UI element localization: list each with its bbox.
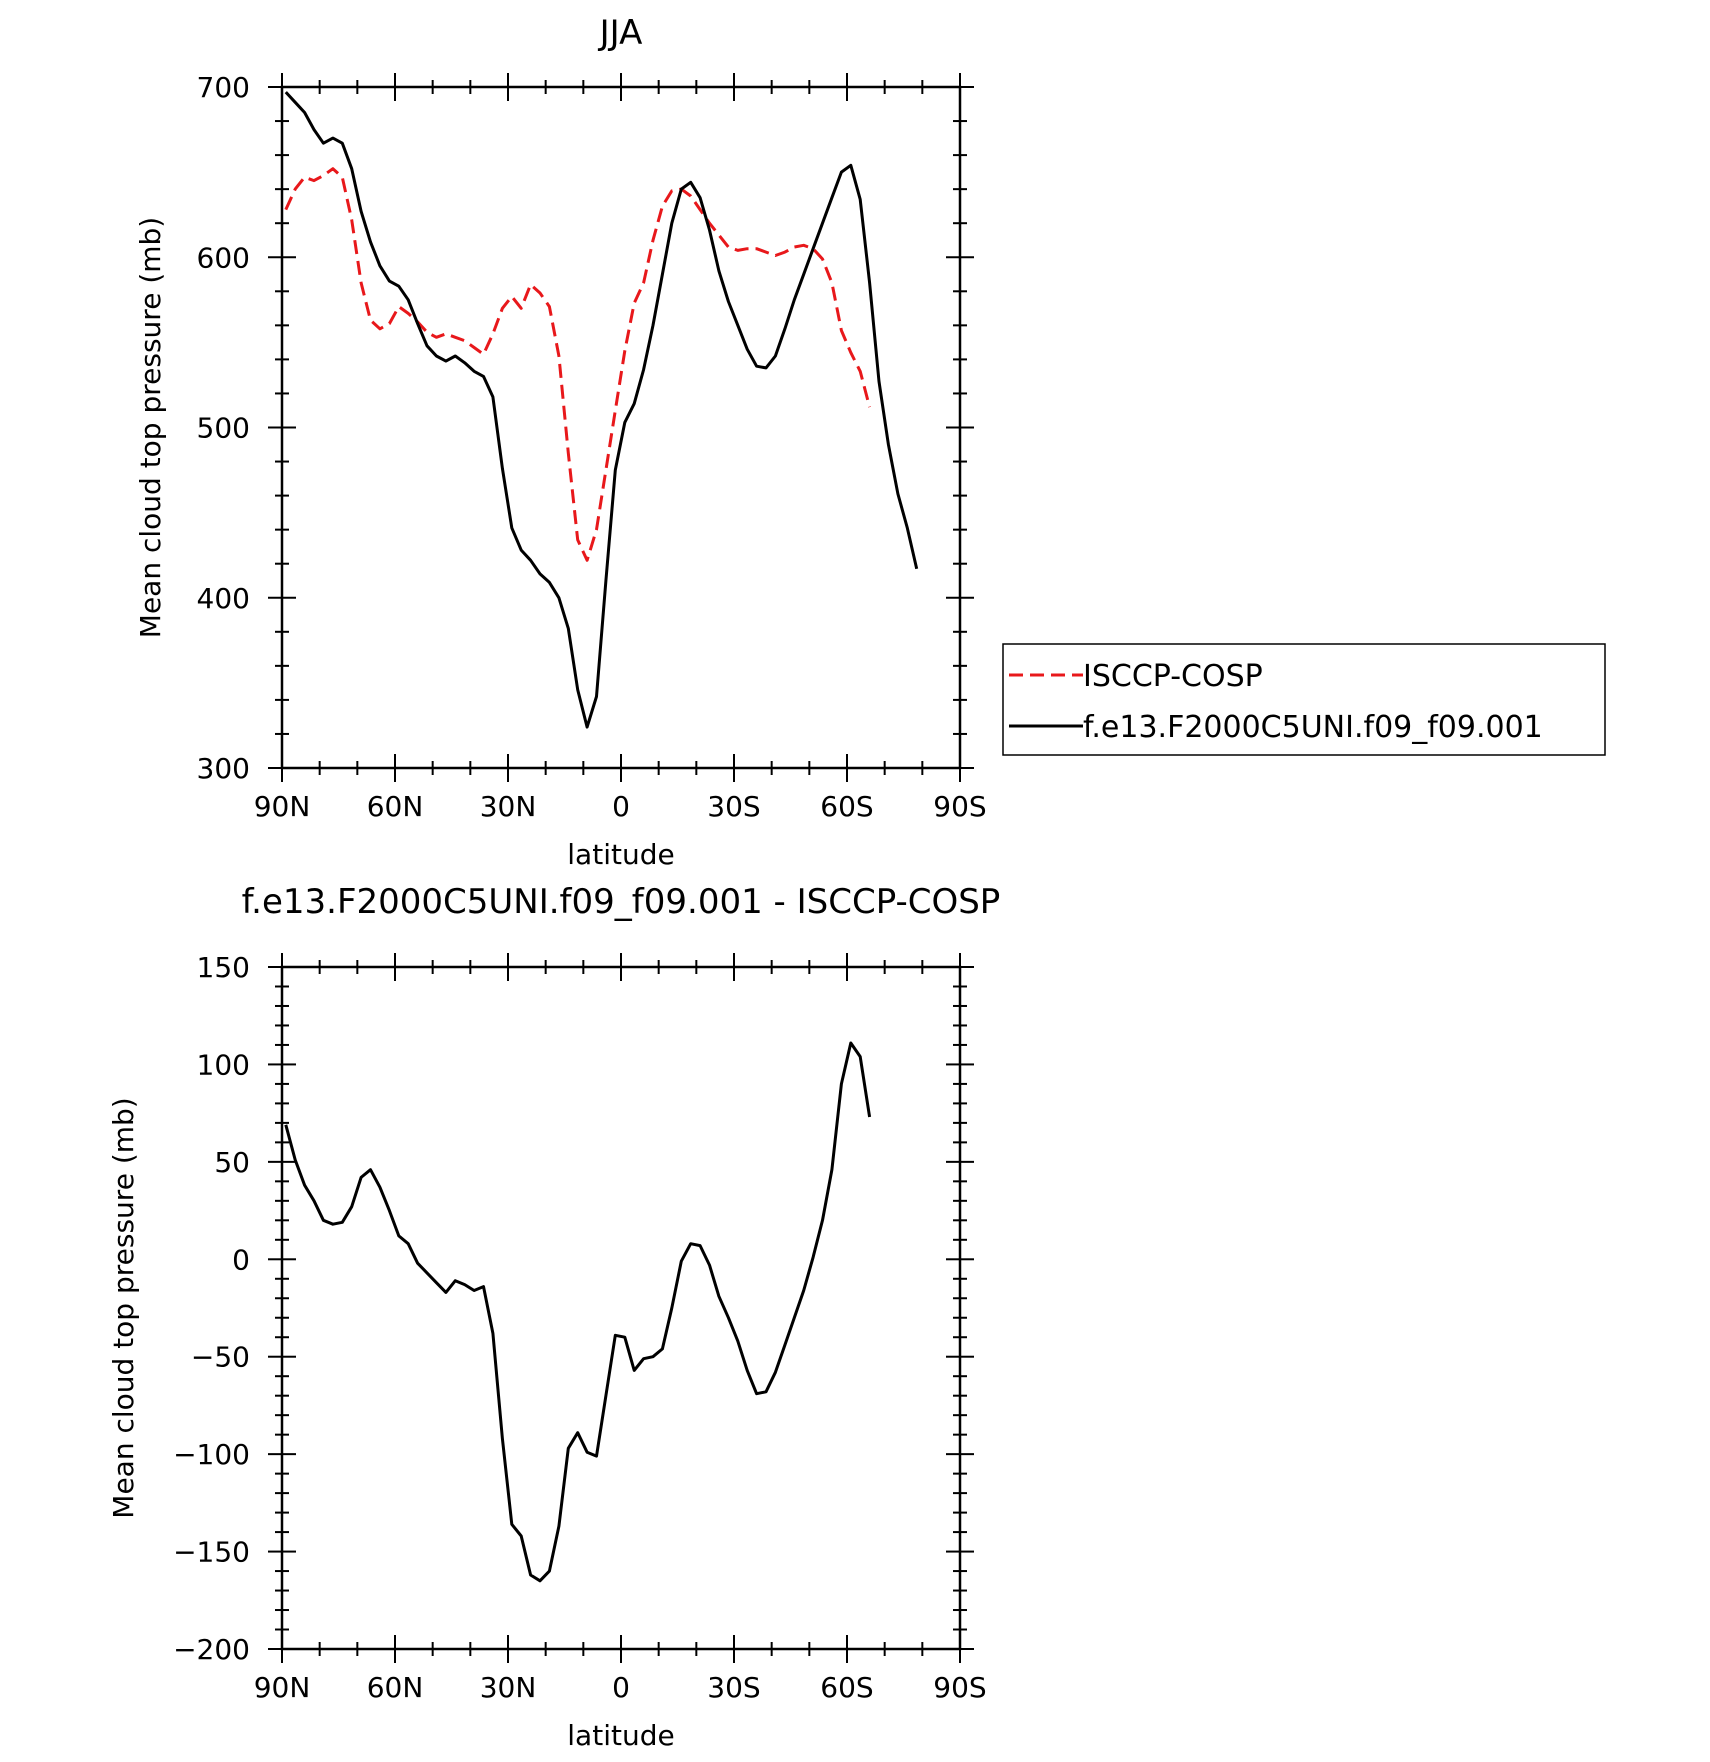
plot-frame <box>280 965 962 1651</box>
x-tick-label: 30N <box>480 1671 537 1704</box>
x-tick-label: 90N <box>254 1671 311 1704</box>
legend: ISCCP-COSP f.e13.F2000C5UNI.f09_f09.001 <box>1002 643 1606 756</box>
series-line-model <box>284 91 919 729</box>
y-tick-label: −150 <box>173 1536 250 1569</box>
x-tick-label: 90S <box>933 790 986 823</box>
y-tick-label: −200 <box>173 1633 250 1666</box>
x-tick-label: 0 <box>612 790 630 823</box>
x-tick-label: 60N <box>367 1671 424 1704</box>
x-tick-label: 60S <box>820 790 873 823</box>
legend-label-model: f.e13.F2000C5UNI.f09_f09.001 <box>1083 710 1543 745</box>
y-tick-label: 150 <box>197 951 250 984</box>
y-tick-label: 700 <box>197 71 250 104</box>
legend-box <box>1002 643 1606 756</box>
panel-bottom: f.e13.F2000C5UNI.f09_f09.001 - ISCCP-COS… <box>107 882 1000 1752</box>
x-tick-label: 60N <box>367 790 424 823</box>
x-tick-label: 30N <box>480 790 537 823</box>
panel-top: JJA 90N 60N 30N 0 30S 60S 90S 300 400 500 600 700 lat… <box>134 13 987 871</box>
y-tick-label: 50 <box>214 1146 250 1179</box>
y-tick-label: −50 <box>191 1341 250 1374</box>
y-tick-label: 500 <box>197 412 250 445</box>
y-tick-label: −100 <box>173 1438 250 1471</box>
y-tick-label: 0 <box>232 1243 250 1276</box>
series-line-model <box>284 1041 872 1583</box>
x-tick-label: 30S <box>707 790 760 823</box>
x-axis-label: latitude <box>567 838 674 871</box>
x-tick-label: 90S <box>933 1671 986 1704</box>
x-tick-label: 90N <box>254 790 311 823</box>
x-axis-label: latitude <box>567 1719 674 1752</box>
y-tick-label: 400 <box>197 582 250 615</box>
y-tick-label: 600 <box>197 241 250 274</box>
legend-label-obs: ISCCP-COSP <box>1083 659 1263 694</box>
y-axis-label: Mean cloud top pressure (mb) <box>134 217 167 638</box>
x-tick-label: 0 <box>612 1671 630 1704</box>
chart-title: f.e13.F2000C5UNI.f09_f09.001 - ISCCP-COS… <box>242 882 1001 922</box>
y-tick-label: 300 <box>197 752 250 785</box>
y-axis-label: Mean cloud top pressure (mb) <box>107 1097 140 1518</box>
x-tick-label: 60S <box>820 1671 873 1704</box>
chart-title: JJA <box>598 13 643 53</box>
x-tick-label: 30S <box>707 1671 760 1704</box>
series-line-obs <box>284 167 872 562</box>
y-tick-label: 100 <box>197 1048 250 1081</box>
